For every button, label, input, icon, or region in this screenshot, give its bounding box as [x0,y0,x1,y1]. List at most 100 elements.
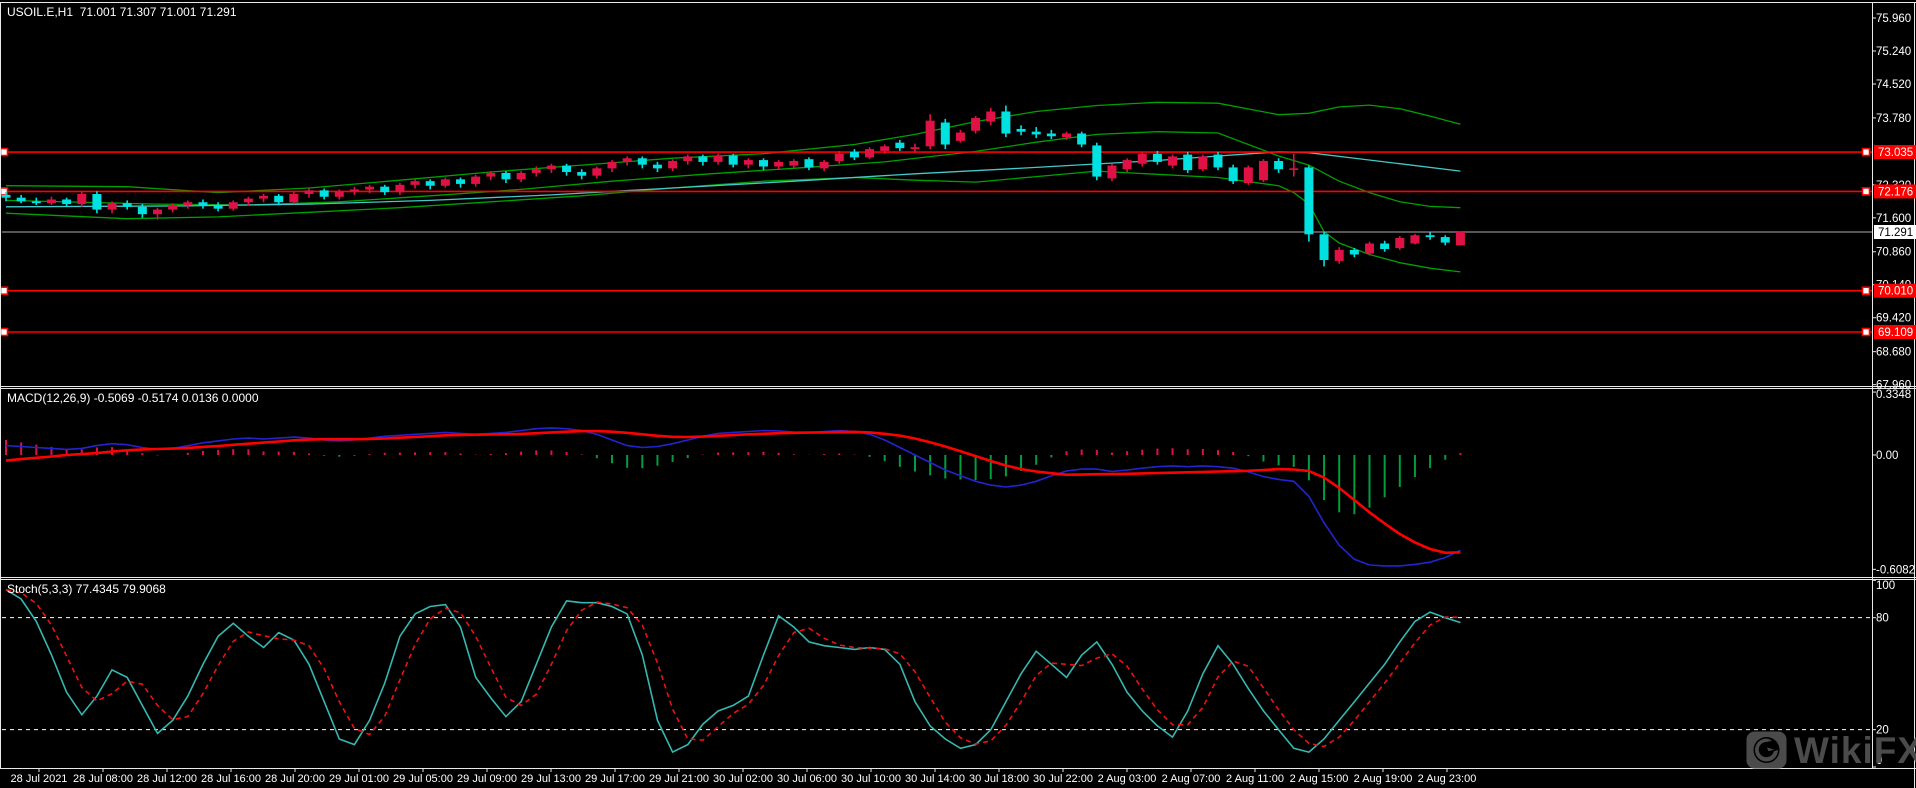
stoch-tick-label: 80 [1876,613,1889,625]
candle-bearish [577,171,587,176]
candle-bearish [425,181,435,186]
time-tick-label: 30 Jul 10:00 [841,773,901,785]
level-line-endpoint[interactable] [0,286,9,296]
price-tick-label: 71.600 [1876,213,1911,225]
time-tick-label: 29 Jul 09:00 [457,773,517,785]
candle-bullish [668,160,678,169]
time-tick-label: 30 Jul 02:00 [713,773,773,785]
level-price-label-bg [1874,145,1916,160]
candle-bearish [380,186,390,193]
candle-bearish [698,156,708,162]
candle-bullish [622,158,632,162]
candle-bullish [410,181,420,185]
time-tick-label: 30 Jul 22:00 [1033,773,1093,785]
bollinger-bands [5,101,1461,273]
candle-bearish [849,151,859,158]
level-line-endpoint[interactable] [0,327,9,337]
level-line-endpoint[interactable] [1861,147,1871,157]
time-tick-label: 2 Aug 23:00 [1418,773,1477,785]
level-price-label-bg [1874,184,1916,199]
candle-bullish [834,153,844,161]
candle-bullish [1395,237,1405,249]
cyan-moving-average [5,151,1461,208]
candle-bearish [562,165,572,172]
time-tick-label: 2 Aug 19:00 [1354,773,1413,785]
bollinger-lower-band [5,170,1461,273]
candle-bearish [1349,249,1359,255]
candle-bullish [819,161,829,169]
level-line-endpoint[interactable] [0,147,9,157]
candle-bearish [92,193,102,210]
level-price-label: 70.010 [1878,286,1913,298]
candle-bullish [1198,156,1208,170]
candle-bullish [228,202,238,209]
time-tick-label: 28 Jul 2021 [11,773,68,785]
stoch-d-line [5,588,1461,748]
time-tick-label: 29 Jul 01:00 [329,773,389,785]
price-tick-label: 68.680 [1876,347,1911,359]
candle-bullish [77,193,87,205]
time-tick-label: 29 Jul 13:00 [521,773,581,785]
candle-bullish [789,160,799,166]
candle-bullish [592,168,602,176]
candle-bullish [546,165,556,170]
candle-bullish [243,198,253,203]
candle-bullish [1107,165,1117,179]
candle-bullish [46,199,56,204]
current-price-label: 71.291 [1878,227,1913,239]
candle-bullish [259,195,269,199]
candle-bearish [319,190,329,197]
stoch-tick-label: 0 [1876,755,1882,767]
candle-bullish [486,172,496,177]
horizontal-level-lines [0,147,1872,337]
candle-bullish [153,209,162,215]
candle-bearish [728,155,738,165]
time-tick-label: 30 Jul 14:00 [905,773,965,785]
candle-bearish [1274,160,1284,170]
candle-bullish [516,172,526,180]
time-tick-label: 29 Jul 17:00 [585,773,645,785]
price-tick-label: 74.520 [1876,79,1911,91]
candle-bearish [759,160,768,167]
candle-bullish [440,179,450,186]
candle-bullish [880,146,890,151]
bollinger-middle-band [5,131,1461,209]
level-price-label: 72.176 [1878,186,1913,198]
price-tick-label: 73.780 [1876,113,1911,125]
level-price-label-bg [1874,325,1916,340]
candle-bearish [456,179,465,184]
candle-bullish [1334,249,1344,261]
level-line-endpoint[interactable] [1861,187,1871,196]
candle-bullish [1289,168,1299,170]
candle-bullish [471,176,481,184]
candle-bullish [168,204,178,210]
candle-bullish [925,120,935,147]
bollinger-upper-band [5,101,1461,194]
candle-bearish [274,195,284,203]
candle-bearish [940,122,950,145]
stoch-scale: 100 80 20 0 [1872,579,1895,768]
candle-bearish [122,203,132,207]
candle-bullish [955,132,965,141]
symbol-ohlc-info: USOIL.E,H1 71.001 71.307 71.001 71.291 [7,5,237,19]
time-tick-label: 28 Jul 12:00 [137,773,197,785]
time-tick-label: 29 Jul 21:00 [649,773,709,785]
time-tick-label: 2 Aug 07:00 [1162,773,1221,785]
candle-bullish [743,160,753,165]
price-tick-label: 75.960 [1876,13,1911,25]
level-line-endpoint[interactable] [1861,286,1871,296]
candle-bullish [1365,243,1374,254]
candle-bullish [1258,160,1268,181]
candle-bullish [289,193,299,203]
candle-bullish [1122,160,1132,170]
candle-bullish [865,149,875,158]
candle-bullish [1410,235,1420,244]
level-line-endpoint[interactable] [1861,327,1871,337]
macd-pane [5,427,1462,567]
candle-bearish [198,202,208,206]
time-tick-label: 2 Aug 15:00 [1290,773,1349,785]
candle-bullish [971,117,981,131]
candle-bullish [986,111,996,122]
